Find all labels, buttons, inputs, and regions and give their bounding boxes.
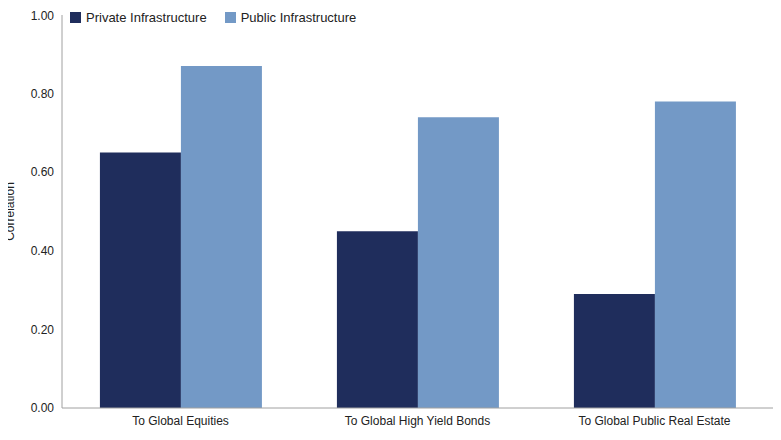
- svg-text:To Global Public Real Estate: To Global Public Real Estate: [578, 414, 730, 428]
- svg-text:0.00: 0.00: [31, 401, 55, 415]
- svg-text:Correlation: Correlation: [8, 182, 17, 241]
- svg-text:To Global Equities: To Global Equities: [132, 414, 229, 428]
- html-text:Public Infrastructure: Public Infrastructure: [240, 10, 357, 25]
- svg-text:0.20: 0.20: [31, 323, 55, 337]
- svg-text:0.40: 0.40: [31, 244, 55, 258]
- svg-text:1.00: 1.00: [31, 9, 55, 23]
- svg-text:To Global High Yield Bonds: To Global High Yield Bonds: [345, 414, 490, 428]
- svg-text:0.80: 0.80: [31, 87, 55, 101]
- svg-text:0.60: 0.60: [31, 165, 55, 179]
- html-text:Private Infrastructure: Private Infrastructure: [86, 10, 207, 25]
